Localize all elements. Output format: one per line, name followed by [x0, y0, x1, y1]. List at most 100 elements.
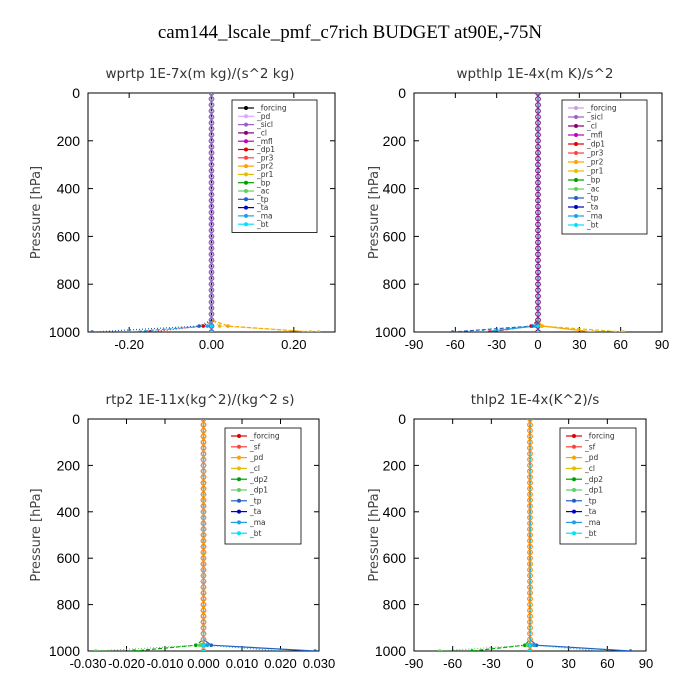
legend: _forcing_pd_sicl_cl_mfl_dp1_pr3_pr2_pr1_… — [231, 99, 318, 233]
data-point — [527, 619, 533, 625]
x-tick-label: 0.20 — [281, 337, 306, 352]
data-point — [200, 532, 207, 538]
legend-swatch-marker — [574, 187, 578, 191]
data-point — [527, 590, 533, 596]
y-tick-label: 200 — [57, 457, 81, 473]
data-point — [208, 149, 215, 156]
data-point — [127, 330, 131, 332]
data-point — [527, 419, 533, 422]
data-point — [200, 433, 207, 440]
data-point — [527, 625, 533, 631]
data-point — [200, 474, 207, 480]
data-point — [217, 324, 222, 328]
data-point — [200, 607, 207, 614]
data-point — [208, 233, 215, 240]
legend: _forcing_sicl_cl_mfl_dp1_pr3_pr2_pr1_bp_… — [561, 99, 648, 235]
y-tick-label: 800 — [383, 597, 407, 613]
data-point — [535, 96, 541, 102]
data-point — [208, 251, 215, 258]
y-tick-label: 1000 — [49, 324, 80, 340]
data-point — [90, 330, 94, 332]
chart-panel-2: wpthlp 1E-4x(m K)/s^2 Pressure [hPa] 0 200 4… — [367, 66, 669, 352]
data-point — [200, 561, 207, 567]
data-point — [208, 227, 215, 234]
data-point — [200, 509, 207, 515]
data-point — [197, 643, 202, 647]
legend-label: _cl — [584, 464, 595, 473]
panel-title: wpthlp 1E-4x(m K)/s^2 — [457, 66, 614, 82]
y-axis-label: Pressure [hPa] — [367, 166, 382, 259]
data-point — [535, 149, 541, 156]
data-point — [208, 317, 215, 323]
data-point — [208, 323, 215, 329]
y-tick-label: 1000 — [375, 324, 406, 340]
data-point — [535, 221, 541, 228]
data-point — [535, 179, 541, 186]
data-point — [527, 532, 533, 538]
legend-swatch-marker — [244, 222, 248, 227]
data-point — [535, 311, 541, 317]
data-point — [527, 451, 533, 457]
y-tick-label: 600 — [57, 550, 81, 566]
data-point — [208, 257, 215, 264]
data-point — [523, 643, 527, 647]
legend-label: _ta — [586, 203, 598, 212]
legend-swatch-marker — [574, 205, 578, 209]
data-point — [201, 643, 206, 647]
data-point — [535, 161, 541, 168]
data-point — [208, 203, 215, 210]
data-point — [200, 520, 207, 527]
data-point — [527, 543, 533, 550]
data-point — [621, 330, 626, 332]
data-point — [200, 439, 207, 445]
data-point — [200, 584, 207, 590]
legend-swatch-marker — [237, 466, 241, 471]
data-point — [527, 520, 533, 527]
legend-swatch-marker — [244, 130, 248, 135]
y-tick-label: 800 — [57, 597, 81, 613]
data-point — [208, 185, 215, 192]
y-tick-label: 800 — [383, 276, 407, 292]
data-point — [200, 648, 207, 651]
data-point — [527, 503, 533, 509]
data-point — [308, 330, 313, 332]
legend-label: _ta — [584, 507, 596, 516]
chart-panel-4: thlp2 1E-4x(K^2)/s Pressure [hPa] 0 200 400 6… — [367, 392, 653, 671]
figure-title: cam144_lscale_pmf_c7rich BUDGET at90E,-7… — [158, 22, 543, 43]
data-point — [535, 317, 541, 323]
series-line — [452, 93, 539, 332]
legend-swatch-marker — [572, 477, 576, 482]
series-line — [149, 93, 213, 332]
legend-swatch-marker — [244, 106, 248, 110]
data-point — [591, 330, 595, 332]
y-tick-label: 200 — [57, 133, 81, 149]
legend-label: _cl — [256, 129, 267, 138]
data-point — [200, 590, 207, 596]
data-point — [208, 239, 215, 246]
x-tick-label: 0.010 — [226, 656, 259, 671]
legend-label: _pr3 — [256, 153, 274, 162]
legend-swatch-marker — [572, 488, 576, 492]
y-tick-label: 0 — [72, 411, 80, 427]
legend-swatch-marker — [574, 223, 578, 227]
legend-swatch-marker — [237, 444, 241, 449]
legend-label: _pr1 — [586, 167, 604, 176]
series-lines — [93, 419, 317, 651]
legend-label: _bt — [249, 529, 262, 538]
legend-swatch-marker — [237, 498, 241, 503]
y-axis-label: Pressure [hPa] — [29, 166, 44, 259]
legend: _forcing_sf _pd _cl _dp2 _dp1_tp _ta _ma _bt — [224, 427, 302, 545]
data-point — [535, 263, 541, 270]
data-point — [527, 648, 533, 651]
legend-swatch-marker — [244, 155, 248, 160]
data-point — [535, 144, 541, 150]
x-tick-label: -0.010 — [147, 656, 184, 671]
data-point — [200, 485, 207, 492]
data-point — [527, 555, 533, 561]
legend-swatch-marker — [574, 133, 578, 137]
data-point — [208, 102, 215, 108]
data-point — [536, 324, 540, 328]
x-tick-label: 0.030 — [303, 656, 336, 671]
legend-label: _pr2 — [586, 158, 604, 167]
data-point — [208, 93, 215, 96]
